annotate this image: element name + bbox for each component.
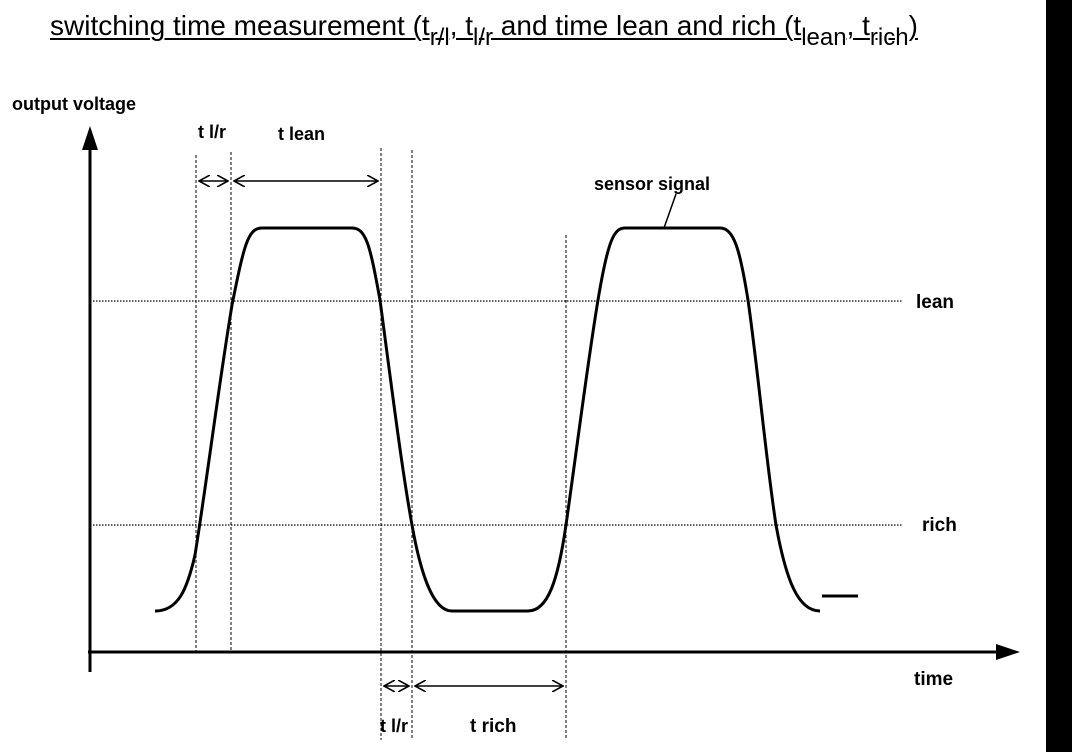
right-edge-bar <box>1046 0 1072 752</box>
rich-line-label: rich <box>922 515 957 536</box>
t-lr-top-label: t l/r <box>198 122 226 142</box>
sensor-signal-label: sensor signal <box>594 174 710 194</box>
diagram-title: switching time measurement (tr/l, tl/r a… <box>50 10 918 51</box>
t-lr-bottom-label: t l/r <box>380 716 408 736</box>
sensor-signal-leader <box>663 193 677 229</box>
t-lean-label: t lean <box>278 124 325 144</box>
lean-line-label: lean <box>916 292 954 313</box>
x-axis-label: time <box>914 669 953 690</box>
x-axis-arrowhead <box>996 644 1020 660</box>
sensor-signal-curve <box>154 226 821 613</box>
y-axis-label: output voltage <box>12 94 136 114</box>
t-rich-label: t rich <box>470 716 516 737</box>
y-axis-arrowhead <box>82 126 98 150</box>
